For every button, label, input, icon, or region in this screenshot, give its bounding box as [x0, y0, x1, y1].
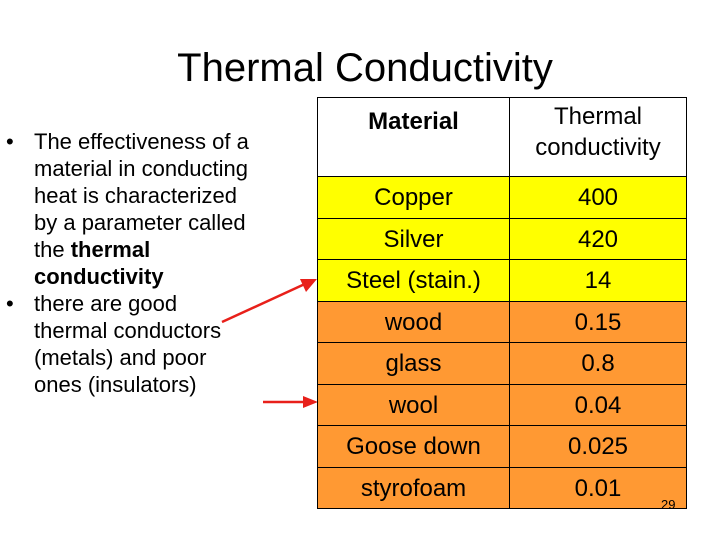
bullet-line: material in conducting [34, 156, 249, 181]
cell-material: Silver [317, 217, 510, 260]
bullet-list: • The effectiveness of a material in con… [0, 128, 330, 398]
bullet-line: ones (insulators) [34, 372, 197, 397]
cell-conductivity-value: 14 [509, 259, 687, 302]
header-line: Thermal [553, 103, 643, 130]
cell-conductivity-value: 0.8 [509, 342, 687, 385]
cell-conductivity-value: 420 [509, 217, 687, 260]
cell-material: Goose down [317, 425, 510, 468]
header-thermal-conductivity: Thermal conductivity [509, 97, 687, 177]
bullet-line: heat is characterized [34, 183, 237, 208]
bullet-marker: • [6, 291, 14, 316]
cell-conductivity-value: 0.04 [509, 383, 687, 426]
cell-material: Steel (stain.) [317, 259, 510, 302]
page-number: 29 [661, 497, 676, 512]
cell-conductivity-value: 0.15 [509, 300, 687, 343]
bullet-item-conductors: • there are good thermal conductors (met… [0, 290, 330, 398]
bullet-line-with-term: the thermal [34, 236, 330, 263]
header-line: conductivity [535, 134, 661, 161]
cell-conductivity-value: 0.025 [509, 425, 687, 468]
bullet-line: by a parameter called [34, 210, 246, 235]
cell-conductivity-value: 400 [509, 176, 687, 219]
cell-material: wood [317, 300, 510, 343]
term-thermal: thermal [70, 237, 151, 262]
term-conductivity: conductivity [34, 264, 164, 289]
bullet-marker: • [6, 129, 14, 154]
cell-material: Copper [317, 176, 510, 219]
bullet-line: (metals) and poor [34, 345, 207, 370]
cell-material: wool [317, 383, 510, 426]
bullet-line: The effectiveness of a [34, 129, 249, 154]
cell-material: styrofoam [317, 466, 510, 509]
bullet-line: there are good [34, 291, 178, 316]
header-material: Material [317, 97, 510, 177]
cell-conductivity-value: 0.01 [509, 466, 687, 509]
bullet-item-definition: • The effectiveness of a material in con… [0, 128, 330, 290]
bullet-line: thermal conductors [34, 318, 222, 343]
cell-material: glass [317, 342, 510, 385]
slide-title: Thermal Conductivity [177, 46, 553, 90]
bullet-text-lead: the [34, 237, 65, 262]
